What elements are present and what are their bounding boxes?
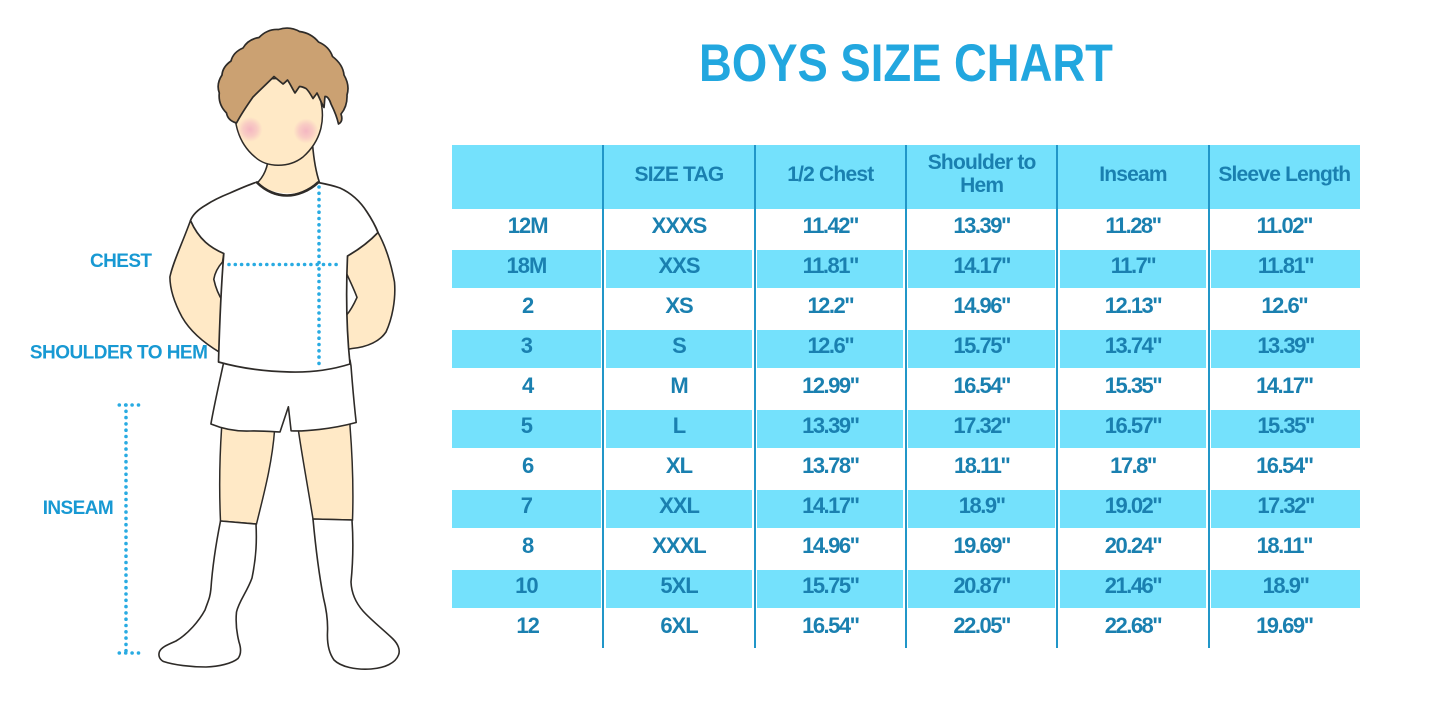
svg-text:SHOULDER TO HEM: SHOULDER TO HEM [30, 343, 208, 364]
svg-text:INSEAM: INSEAM [43, 498, 114, 519]
svg-text:CHEST: CHEST [90, 251, 152, 272]
